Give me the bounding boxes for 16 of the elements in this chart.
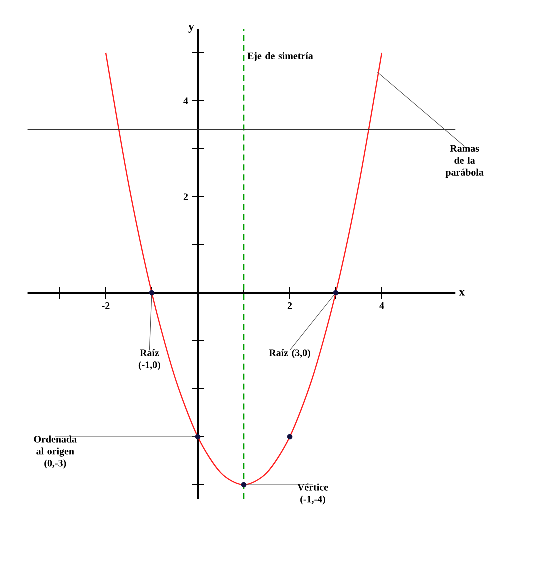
point <box>149 290 155 296</box>
annotation: Vértice (-1,-4) <box>298 484 328 505</box>
annotation: Ordenada al origen (0,-3) <box>34 436 77 469</box>
point <box>287 434 293 440</box>
x-tick-label: 2 <box>288 302 292 310</box>
annotation: Ramas de la parábola <box>446 145 484 178</box>
x-axis-title: x <box>459 290 466 296</box>
y-axis-title: y <box>188 24 194 34</box>
point <box>333 290 339 296</box>
point <box>241 482 247 488</box>
annotation: Raíz (-1,0) <box>138 349 160 370</box>
x-tick-label: -2 <box>102 302 110 310</box>
point <box>195 434 201 440</box>
ref-line-label: Eje de simetría <box>248 52 314 62</box>
annotation: Raíz (3,0) <box>269 349 310 358</box>
x-tick-label: 4 <box>380 302 384 310</box>
